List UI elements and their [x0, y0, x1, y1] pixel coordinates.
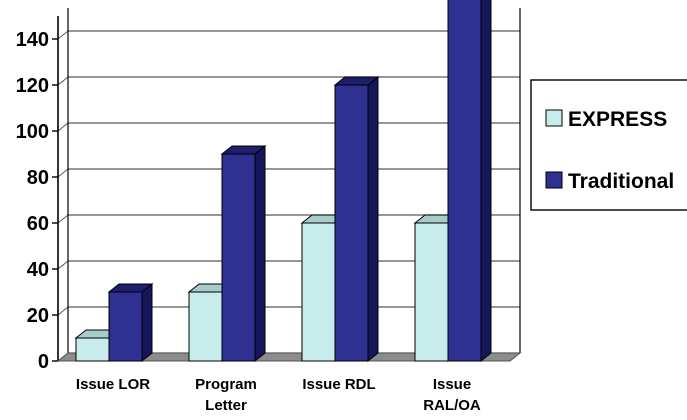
y-tick-label-100: 100	[16, 121, 49, 143]
legend: EXPRESS Traditional	[530, 79, 687, 211]
y-tick-label-140: 140	[16, 29, 49, 51]
y-tick-label-20: 20	[27, 305, 49, 327]
y-tick-label-60: 60	[27, 213, 49, 235]
gridline-wall-60	[57, 214, 69, 224]
x-category-label-0-0: Issue LOR	[76, 376, 150, 393]
legend-swatch-traditional	[545, 171, 563, 189]
bar-side	[254, 144, 266, 363]
bar-side	[367, 75, 379, 363]
x-category-label-1-0: Program	[195, 376, 257, 393]
gridline-wall-40	[57, 260, 69, 270]
bar-front	[447, 0, 482, 362]
bars	[74, 0, 492, 363]
bar-front	[221, 153, 256, 362]
bar-front	[414, 222, 449, 362]
y-tick-labels: 0 20 40 60 80 100 120 140	[16, 29, 58, 373]
legend-label-traditional: Traditional	[568, 170, 674, 193]
gridline-wall-100	[57, 122, 69, 132]
gridline-wall-80	[57, 168, 69, 178]
bar-traditional-2	[333, 75, 380, 363]
bar-front	[334, 84, 369, 362]
bar-traditional-0	[107, 282, 154, 363]
x-category-labels: Issue LOR Program Letter Issue RDL Issue RAL/…	[76, 376, 481, 414]
bar-traditional-3	[447, 0, 492, 363]
y-tick-label-120: 120	[16, 75, 49, 97]
bar-traditional-1	[220, 144, 267, 363]
y-tick-label-40: 40	[27, 259, 49, 281]
y-tick-label-0: 0	[38, 351, 49, 373]
bar-side	[141, 282, 153, 363]
y-tick-label-80: 80	[27, 167, 49, 189]
x-category-label-2-0: Issue RDL	[302, 376, 375, 393]
bar-front	[301, 222, 336, 362]
gridline-wall-120	[57, 76, 69, 86]
bar-front	[108, 291, 143, 362]
axes	[56, 8, 522, 362]
x-category-label-1-1: Letter	[205, 397, 247, 414]
bar-side	[480, 0, 492, 363]
x-category-label-3-1: RAL/OA	[423, 397, 481, 414]
legend-label-express: EXPRESS	[568, 108, 667, 131]
gridline-wall-140	[57, 30, 69, 40]
gridline-wall-20	[57, 306, 69, 316]
x-category-label-3-0: Issue	[433, 376, 471, 393]
bar-front	[75, 337, 110, 362]
legend-swatch-express	[545, 109, 563, 127]
bar-front	[188, 291, 223, 362]
